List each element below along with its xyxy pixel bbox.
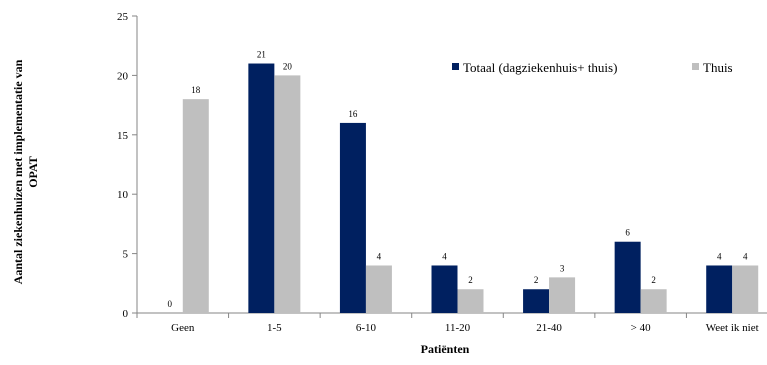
data-label: 16: [348, 109, 358, 119]
data-label: 0: [168, 299, 173, 309]
data-label: 4: [717, 251, 722, 261]
bar-totaal: [248, 63, 275, 313]
y-axis-title-line-1: Aantal ziekenhuizen met implementatie va…: [11, 59, 25, 284]
y-tick-label: 20: [117, 70, 129, 82]
x-tick-label: 1-5: [267, 322, 282, 334]
data-label: 20: [283, 61, 293, 71]
legend: Totaal (dagziekenhuis+ thuis) Thuis: [452, 60, 733, 75]
bar-totaal: [614, 241, 641, 313]
y-axis-title-line-2: OPAT: [26, 156, 40, 188]
y-axis-title: Aantal ziekenhuizen met implementatie va…: [11, 59, 40, 284]
legend-swatch: [692, 63, 699, 70]
bar-totaal: [706, 265, 733, 313]
x-tick-label: 11-20: [445, 322, 471, 334]
bar-thuis: [365, 265, 392, 313]
y-tick-label: 5: [123, 249, 129, 261]
legend-label: Totaal (dagziekenhuis+ thuis): [463, 60, 617, 75]
x-tick-label: Geen: [171, 322, 195, 334]
bar-thuis: [457, 289, 484, 313]
bar-thuis: [274, 75, 301, 314]
bar-totaal: [523, 289, 550, 313]
bar-totaal: [339, 122, 366, 313]
x-tick-label: 6-10: [356, 322, 377, 334]
data-label: 2: [651, 275, 656, 285]
data-label: 2: [534, 275, 539, 285]
y-tick-label: 10: [117, 189, 129, 201]
data-label: 6: [625, 228, 630, 238]
x-tick-label: 21-40: [536, 322, 562, 334]
data-label: 4: [442, 251, 447, 261]
bar-thuis: [182, 99, 209, 313]
data-label: 4: [743, 251, 748, 261]
y-tick-label: 15: [117, 130, 129, 142]
data-label: 4: [377, 251, 382, 261]
bar-thuis: [732, 265, 759, 313]
y-tick-label: 25: [117, 11, 129, 23]
bar-totaal: [431, 265, 458, 313]
legend-label: Thuis: [703, 60, 733, 75]
data-label: 18: [191, 85, 201, 95]
y-tick-label: 0: [123, 308, 129, 320]
data-label: 2: [468, 275, 473, 285]
x-tick-label: Weet ik niet: [706, 322, 759, 334]
data-label: 3: [560, 263, 565, 273]
legend-swatch: [452, 63, 459, 70]
bar-thuis: [549, 277, 576, 313]
x-tick-label: > 40: [631, 322, 651, 334]
data-label: 21: [257, 50, 266, 60]
x-axis-title: Patiënten: [421, 342, 470, 356]
bar-thuis: [640, 289, 667, 313]
